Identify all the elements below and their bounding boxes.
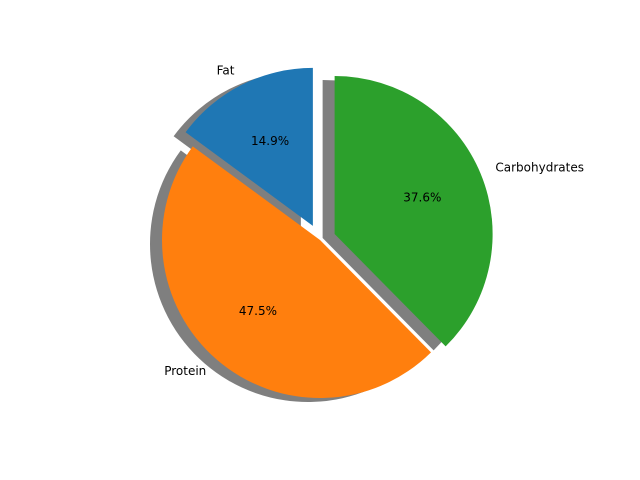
slice-label-carbohydrates: Carbohydrates xyxy=(495,160,584,174)
percent-label-protein: 47.5% xyxy=(239,304,277,318)
slice-label-protein: Protein xyxy=(164,364,206,378)
slice-labels: Fat Protein Carbohydrates xyxy=(164,63,584,378)
pie-slice-carbohydrates xyxy=(334,75,493,347)
percent-labels: 14.9% 47.5% 37.6% xyxy=(239,134,441,318)
percent-label-carbohydrates: 37.6% xyxy=(403,190,441,204)
slice-label-fat: Fat xyxy=(217,63,235,77)
pie-slice-protein xyxy=(161,146,432,399)
percent-label-fat: 14.9% xyxy=(251,134,289,148)
pie-slice-fat xyxy=(185,67,313,226)
pie-slices xyxy=(161,67,493,399)
